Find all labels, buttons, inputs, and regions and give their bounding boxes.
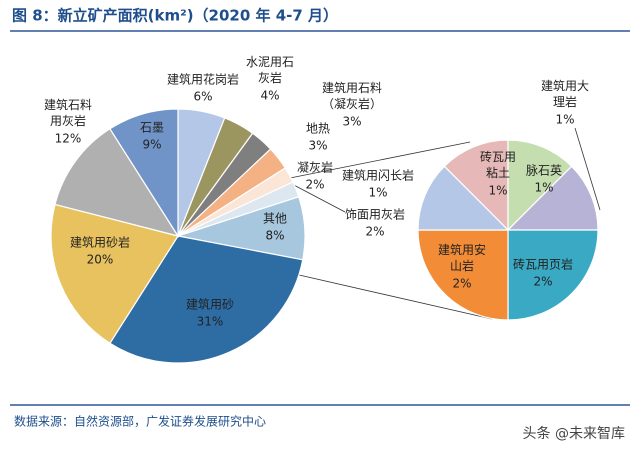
value-label: 8% [265,229,284,243]
pie-slice [506,165,599,231]
slice-label: 建筑用石料（凝灰岩） [322,80,382,111]
connector [285,271,493,320]
source: 数据来源：自然资源部，广发证券发展研究中心 [14,414,266,429]
slice-label: 水泥用石灰岩 [246,55,294,85]
pie-slice [50,203,179,345]
value-label: 6% [193,90,212,104]
slice-label: 凝灰岩 [297,160,333,175]
slice-label: 地热 [306,122,330,136]
value-label: 12% [55,132,82,146]
slice-label: 其他 [263,212,287,226]
slice-label: 建筑用砂 [186,297,234,312]
value-label: 1% [555,113,574,127]
value-label: 4% [260,89,279,103]
value-label: 31% [197,315,224,329]
value-label: 3% [308,139,327,153]
pie-slice [443,139,509,232]
value-label: 2% [452,277,471,291]
slice-label: 砖瓦用页岩 [513,257,573,272]
pie-slice [54,127,180,237]
chart-title: 图 8：新立矿产面积(km²)（2020 年 4-7 月） [12,7,338,25]
pie-slice [507,139,573,232]
connector [269,141,471,183]
value-label: 2% [365,225,384,239]
pie-slice [507,229,599,321]
value-label: 9% [142,138,161,152]
value-label: 20% [87,253,114,267]
watermark: 头条 @未来智库 [523,425,625,442]
leader-line [574,127,601,211]
value-label: 1% [534,181,553,195]
slice-label: 石墨 [140,121,164,135]
pie-slice [417,165,510,231]
value-label: 1% [368,186,387,200]
slice-label: 建筑用安山岩 [438,242,486,273]
pie-slice [109,108,179,239]
slice-label: 砖瓦用粘土 [480,149,516,180]
value-label: 2% [533,275,552,289]
slice-label: 建筑用大理岩 [541,78,589,109]
slice-label: 建筑用花岗岩 [167,72,239,87]
slice-label: 建筑用砂岩 [70,235,130,250]
value-label: 2% [305,178,324,192]
slice-label: 建筑用闪长岩 [342,168,414,183]
slice-label: 建筑石料用灰岩 [44,97,92,128]
slice-label: 脉石英 [526,163,562,178]
pie-slice [417,229,509,321]
leader-line [289,182,346,213]
value-label: 3% [342,115,361,129]
value-label: 1% [488,184,507,198]
slice-label: 饰面用灰岩 [345,207,405,222]
